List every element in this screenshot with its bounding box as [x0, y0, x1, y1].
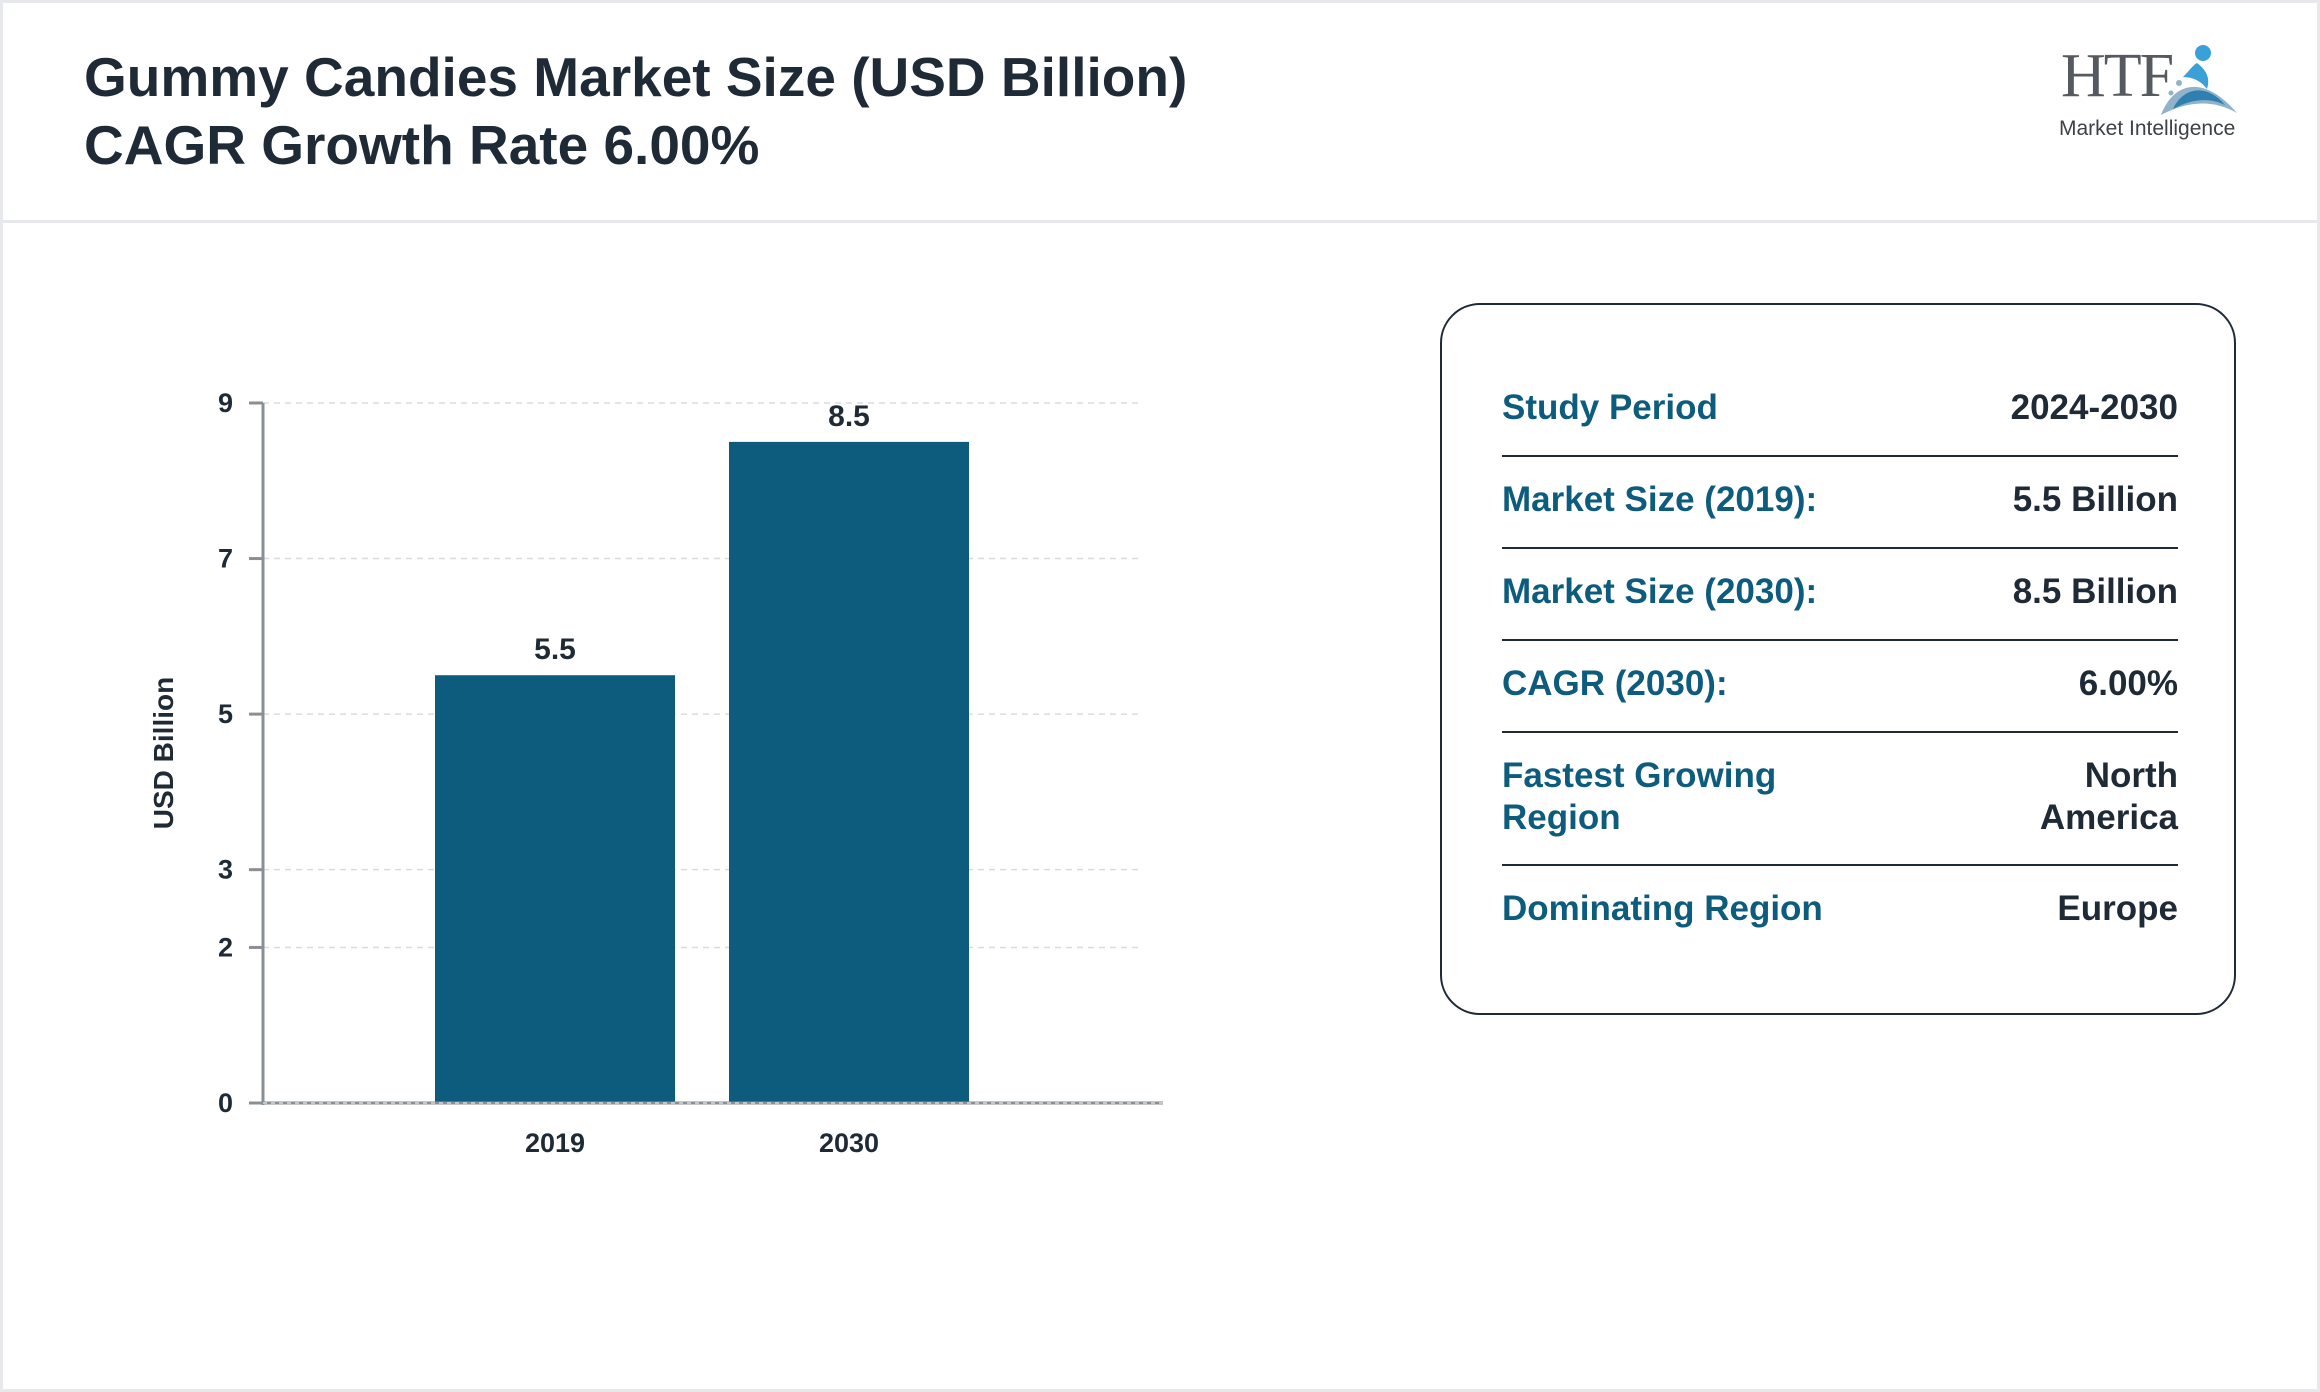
info-label: Study Period [1502, 388, 1718, 427]
info-card: Study Period 2024-2030 Market Size (2019):… [1440, 303, 2236, 1015]
info-value: North America [2039, 756, 2178, 837]
info-row: Market Size (2030): 8.5 Billion [1502, 549, 2178, 641]
info-row: Fastest Growing Region North America [1502, 733, 2178, 866]
swirl-figure-icon [2161, 45, 2237, 115]
bar-chart-svg: 0 2 3 5 7 9 USD Billion 5.5 2019 8.5 2030 [148, 388, 1163, 1158]
info-value: Europe [2057, 889, 2178, 928]
bar-2019 [435, 675, 675, 1103]
htf-logo: HTF Market Intelligence [2053, 41, 2243, 151]
y-tick-label: 2 [218, 932, 233, 962]
info-value: 6.00% [2078, 664, 2178, 703]
bar-chart: 0 2 3 5 7 9 USD Billion 5.5 2019 8.5 2030 [123, 333, 1163, 1193]
y-tick-label: 7 [218, 544, 233, 574]
info-row: Dominating Region Europe [1502, 866, 2178, 958]
info-value: 2024-2030 [2010, 388, 2178, 427]
info-row: CAGR (2030): 6.00% [1502, 641, 2178, 733]
page-title: Gummy Candies Market Size (USD Billion) [84, 46, 1188, 108]
y-tick-label: 0 [218, 1088, 233, 1118]
logo-mark: HTF [2061, 42, 2174, 110]
info-label: Fastest Growing Region [1502, 756, 1777, 837]
info-row: Study Period 2024-2030 [1502, 377, 2178, 457]
y-axis-label: USD Billion [148, 677, 179, 829]
x-tick-label: 2019 [525, 1128, 585, 1158]
y-tick-label: 3 [218, 855, 233, 885]
y-tick-label: 5 [218, 699, 233, 729]
bar-data-label: 5.5 [534, 633, 576, 666]
info-label: Market Size (2019): [1502, 480, 1818, 519]
info-label: Dominating Region [1502, 889, 1823, 928]
header: Gummy Candies Market Size (USD Billion) … [3, 3, 2317, 223]
bar-2030 [729, 441, 969, 1103]
x-tick-label: 2030 [819, 1128, 879, 1158]
info-value: 8.5 Billion [2012, 572, 2178, 611]
info-row: Market Size (2019): 5.5 Billion [1502, 457, 2178, 549]
info-label: Market Size (2030): [1502, 572, 1818, 611]
info-value: 5.5 Billion [2012, 480, 2178, 519]
bar-data-label: 8.5 [828, 400, 870, 433]
info-label: CAGR (2030): [1502, 664, 1728, 703]
logo-subtitle: Market Intelligence [2059, 117, 2236, 140]
page-subtitle: CAGR Growth Rate 6.00% [84, 114, 760, 176]
y-tick-label: 9 [218, 388, 233, 418]
